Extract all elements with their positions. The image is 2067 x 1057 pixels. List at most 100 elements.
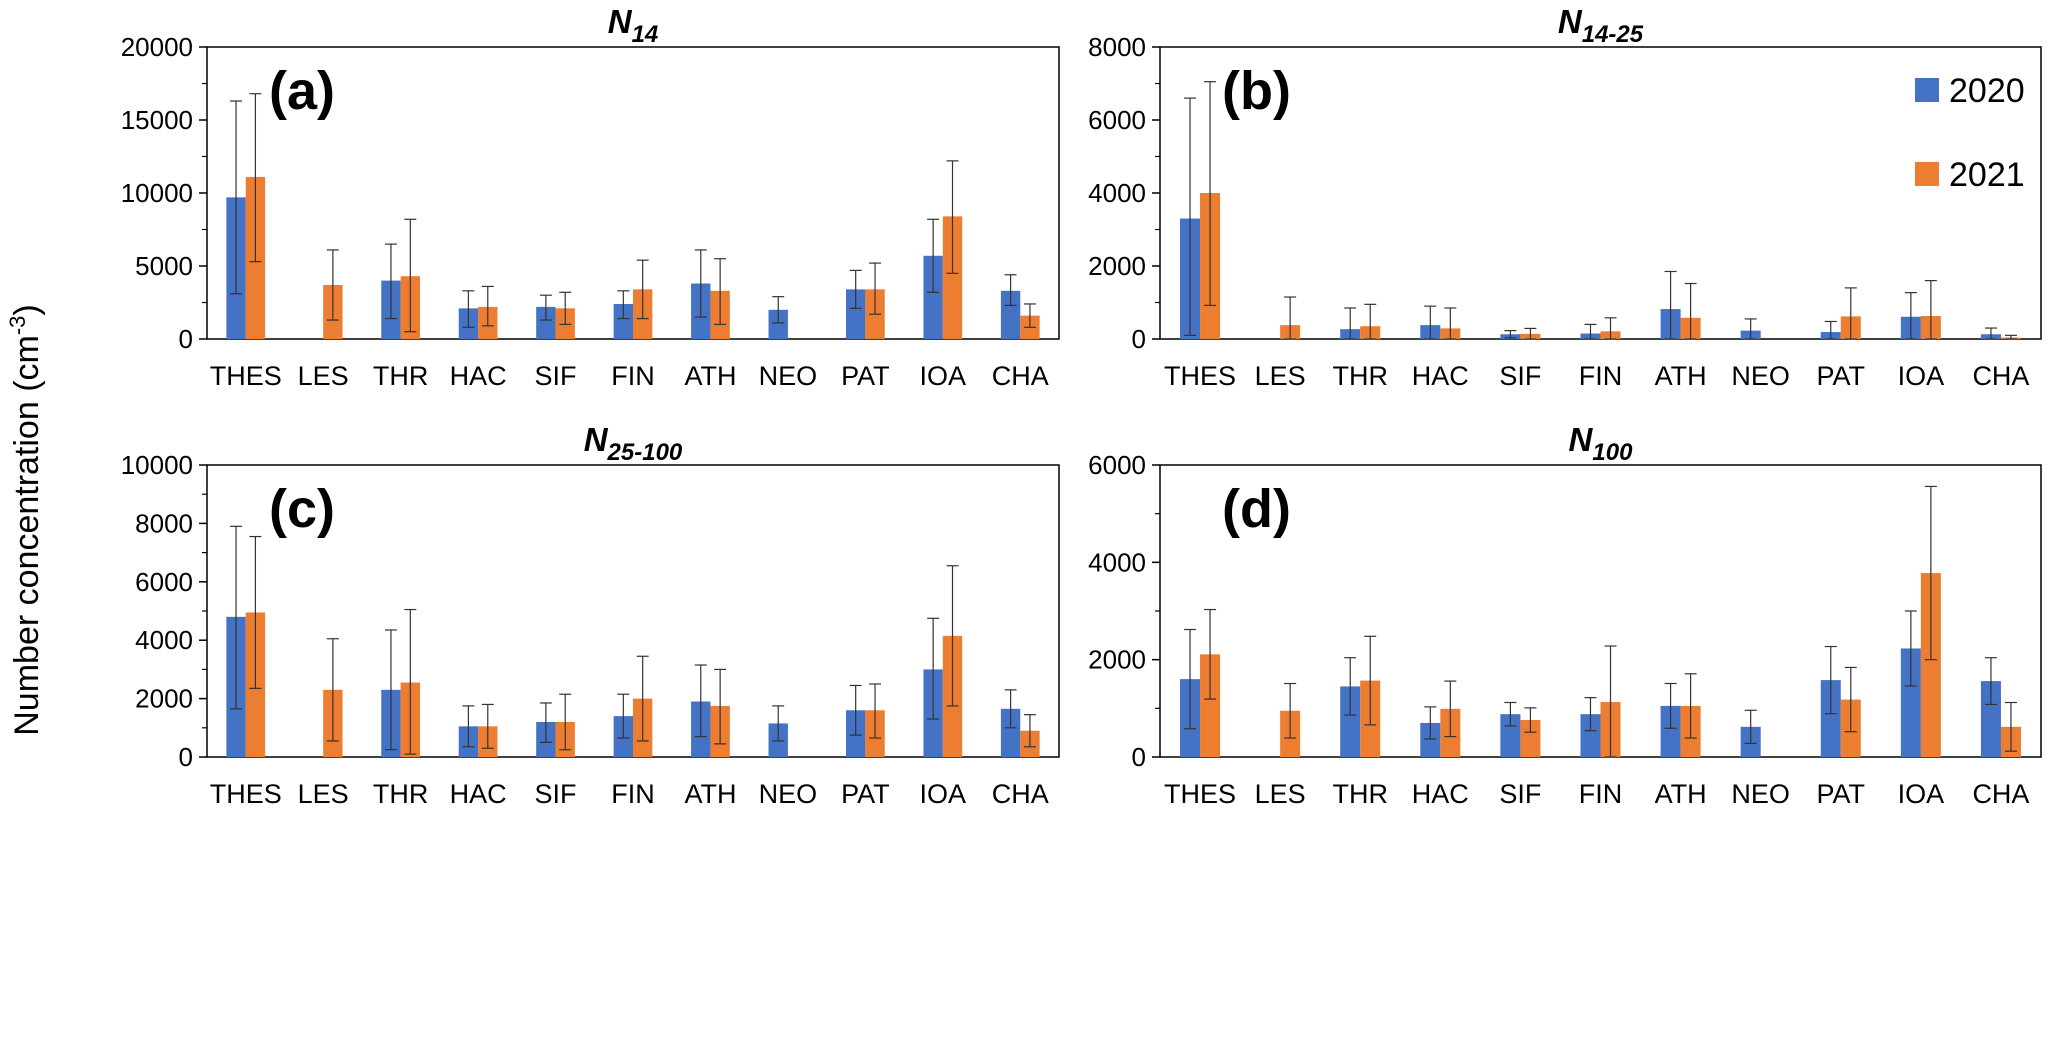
panel-a-y-tick-label: 5000	[135, 251, 193, 281]
panel-a-error-bar-2021-THR	[404, 218, 417, 333]
panel-c-x-tick-label: LES	[298, 779, 349, 809]
legend-swatch	[1915, 78, 1939, 102]
panel-d-x-tick-label: FIN	[1579, 779, 1623, 809]
panel-a-error-bar-2021-PAT	[869, 262, 882, 315]
panel-a-error-bar-2021-HAC	[481, 285, 494, 327]
panel-c-error-bar-2020-PAT	[849, 684, 862, 736]
panel-d-error-bar-2021-ATH	[1684, 673, 1697, 739]
panel-a-bar-2020-FIN	[613, 303, 633, 339]
panel-c-title: N25-100	[584, 421, 683, 466]
panel-a-error-bar-2021-LES	[326, 249, 339, 321]
panel-d-bar-2020-HAC	[1420, 722, 1441, 757]
panel-c-y-tick-label: 0	[179, 742, 193, 772]
panel-a-letter: (a)	[269, 61, 335, 121]
panel-d-error-bar-2020-HAC	[1424, 706, 1437, 740]
panel-b-error-bar-2021-THR	[1364, 303, 1377, 340]
panel-d-error-bar-2021-IOA	[1924, 485, 1937, 661]
legend-item-2020: 2020	[1915, 72, 2025, 110]
panel-d-error-bar-2020-ATH	[1664, 682, 1677, 729]
panel-b-x-tick-label: FIN	[1579, 361, 1623, 391]
panel-d-error-bar-2021-FIN	[1604, 645, 1617, 758]
panel-a-error-bar-2021-SIF	[559, 291, 572, 325]
panel-b-plot-frame	[1159, 46, 2042, 340]
panel-a-bar-2020-NEO	[768, 309, 788, 339]
panel-d-bar-2020-SIF	[1500, 714, 1521, 757]
panel-d-bar-2020-THR	[1340, 686, 1361, 757]
panel-b-y-tick-label: 6000	[1088, 105, 1146, 135]
panel-a-error-bar-2020-HAC	[462, 290, 475, 328]
panel-b-error-bar-2020-CHA	[1984, 327, 1997, 340]
panel-c-error-bar-2020-THES	[230, 525, 243, 710]
panel-c-error-bar-2021-SIF	[559, 693, 572, 751]
panel-d-bar-2020-IOA	[1900, 648, 1921, 757]
panel-b-y-tick-label: 0	[1132, 324, 1146, 354]
panel-b-error-bar-2021-IOA	[1924, 280, 1937, 340]
panel-a-bar-2020-CHA	[1000, 290, 1021, 339]
panel-b-y-tick-label: 2000	[1088, 251, 1146, 281]
panel-a-error-bar-2020-NEO	[772, 296, 785, 324]
panel-c-error-bar-2021-FIN	[636, 655, 649, 742]
panel-b-title: N14-25	[1558, 3, 1644, 48]
panel-a-x-tick-label: SIF	[535, 361, 577, 391]
panel-a-bar-2020-SIF	[536, 306, 556, 339]
panel-b-x-tick-label: THES	[1164, 361, 1236, 391]
panel-a-error-bar-2021-ATH	[714, 258, 727, 325]
panel-c-bar-2020-CHA	[1000, 708, 1021, 757]
panel-c-error-bar-2021-IOA	[946, 565, 959, 707]
panel-b-error-bar-2021-LES	[1284, 296, 1297, 340]
panel-a-error-bar-2021-THES	[249, 93, 262, 263]
panel-a-x-tick-label: THR	[373, 361, 429, 391]
panel-d-error-bar-2021-HAC	[1444, 680, 1457, 738]
panel-d-error-bar-2020-IOA	[1904, 610, 1917, 687]
panel-c-error-bar-2020-FIN	[617, 693, 630, 739]
panel-d-bar-2021-IOA	[1920, 573, 1941, 757]
legend-label: 2021	[1949, 156, 2025, 194]
panel-b-y-tick-label: 4000	[1088, 178, 1146, 208]
panel-d: 0 2000 4000 6000 THES LES THR HAC SIF FIN ATH NEO PA…	[1088, 421, 2042, 809]
panel-d-error-bar-2020-CHA	[1984, 657, 1997, 706]
panel-a-error-bar-2021-CHA	[1023, 303, 1036, 328]
panel-b-x-tick-label: CHA	[1972, 361, 2029, 391]
panel-b-x-tick-label: HAC	[1412, 361, 1469, 391]
panel-b-x-tick-label: ATH	[1655, 361, 1707, 391]
panel-d-error-bar-2020-THR	[1344, 657, 1357, 716]
panel-d-y-tick-label: 6000	[1088, 450, 1146, 480]
panel-d-x-tick-label: IOA	[1898, 779, 1945, 809]
panel-a-x-tick-label: HAC	[450, 361, 507, 391]
panel-b-y-tick-label: 8000	[1088, 32, 1146, 62]
panel-a-error-bar-2020-THES	[230, 100, 243, 295]
panel-d-letter: (d)	[1222, 479, 1291, 539]
panel-a-error-bar-2020-THR	[384, 243, 397, 320]
panel-a-error-bar-2021-IOA	[946, 160, 959, 274]
panel-a-error-bar-2020-PAT	[849, 269, 862, 309]
panel-c-x-tick-label: PAT	[841, 779, 890, 809]
panel-c-error-bar-2021-PAT	[869, 683, 882, 739]
panel-a-x-tick-label: IOA	[920, 361, 967, 391]
panel-c-letter: (c)	[269, 479, 335, 539]
panel-d-x-tick-label: PAT	[1817, 779, 1866, 809]
panel-d-error-bar-2021-THR	[1364, 635, 1377, 726]
panel-d-x-tick-label: LES	[1255, 779, 1306, 809]
panel-a-x-tick-label: FIN	[611, 361, 655, 391]
panel-a-bar-2020-IOA	[923, 255, 943, 339]
panel-a-error-bar-2021-FIN	[636, 259, 649, 320]
panel-a-x-tick-label: NEO	[759, 361, 818, 391]
panel-b-error-bar-2021-PAT	[1844, 287, 1857, 340]
panel-b-x-tick-label: SIF	[1499, 361, 1541, 391]
panel-c-error-bar-2021-THR	[404, 608, 417, 755]
panel-b-error-bar-2021-FIN	[1604, 317, 1617, 340]
panel-b-error-bar-2021-SIF	[1524, 327, 1537, 340]
panel-c-y-tick-label: 2000	[135, 684, 193, 714]
panel-d-x-tick-label: THES	[1164, 779, 1236, 809]
panel-c-error-bar-2020-ATH	[694, 664, 707, 738]
panel-b-x-tick-label: THR	[1332, 361, 1388, 391]
panel-a: 0 5000 10000 15000 20000 THES LES THR HAC SIF FIN A…	[121, 3, 1060, 391]
panel-c-error-bar-2020-IOA	[927, 617, 940, 720]
panel-a-x-tick-label: PAT	[841, 361, 890, 391]
y-axis-title: Number concentration (cm-3)	[5, 304, 46, 736]
panel-b-error-bar-2020-FIN	[1584, 323, 1597, 340]
panel-b-error-bar-2020-NEO	[1744, 318, 1757, 340]
panel-d-x-tick-label: ATH	[1655, 779, 1707, 809]
panel-c-error-bar-2020-CHA	[1004, 689, 1017, 729]
